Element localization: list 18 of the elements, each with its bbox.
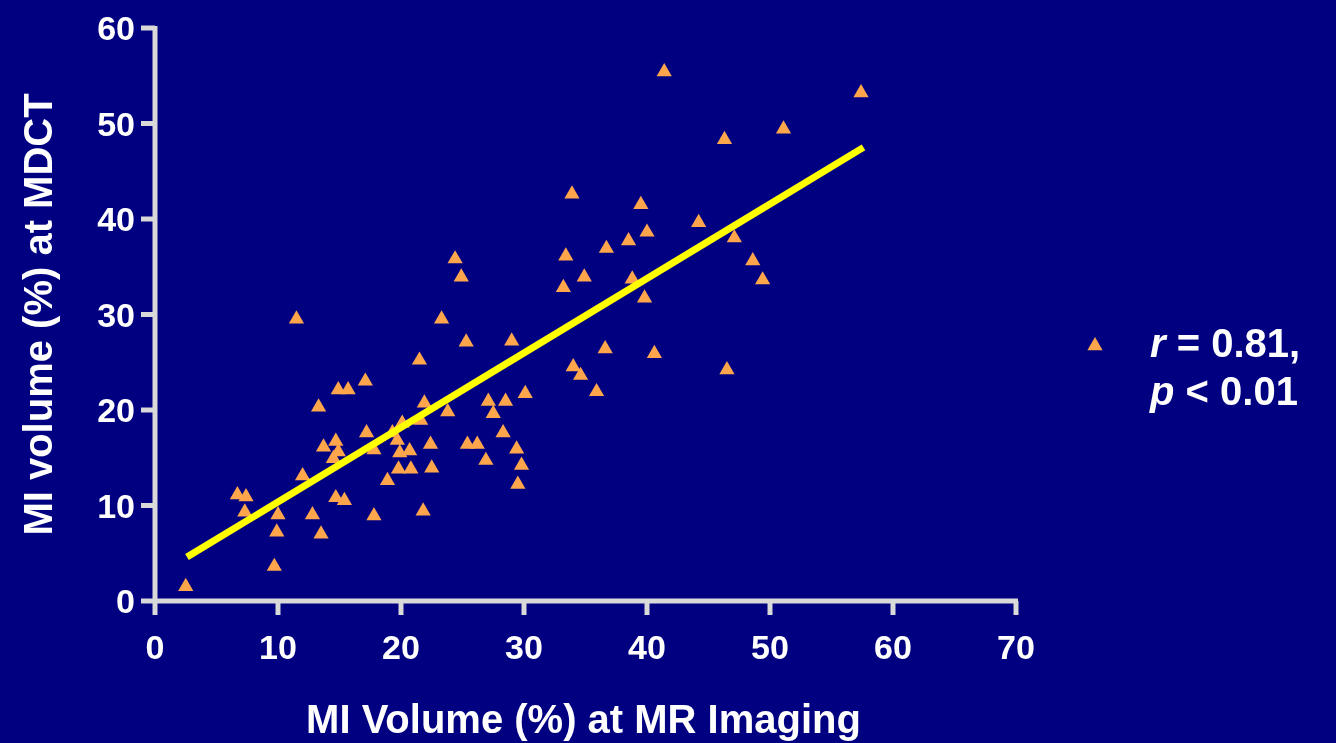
x-tick-label: 50 xyxy=(751,628,789,666)
legend-label: r = 0.81, p < 0.01 xyxy=(1149,321,1301,413)
x-tick-label: 40 xyxy=(628,628,666,666)
y-tick-label: 40 xyxy=(97,200,135,238)
y-tick-label: 0 xyxy=(116,582,135,620)
x-tick-label: 0 xyxy=(145,628,165,666)
x-tick-label: 70 xyxy=(997,628,1035,666)
y-tick-label: 10 xyxy=(97,486,135,525)
x-tick-label: 60 xyxy=(874,628,912,666)
y-tick-label: 60 xyxy=(97,9,135,47)
y-axis-title: MI volume (%) at MDCT xyxy=(16,93,60,536)
y-tick-label: 50 xyxy=(97,104,135,143)
x-tick-label: 20 xyxy=(382,628,420,666)
x-axis-title: MI Volume (%) at MR Imaging xyxy=(306,697,861,741)
y-tick-label: 20 xyxy=(97,391,135,429)
y-tick-label: 30 xyxy=(97,295,135,334)
x-tick-label: 10 xyxy=(259,628,297,666)
x-tick-label: 30 xyxy=(505,628,543,666)
